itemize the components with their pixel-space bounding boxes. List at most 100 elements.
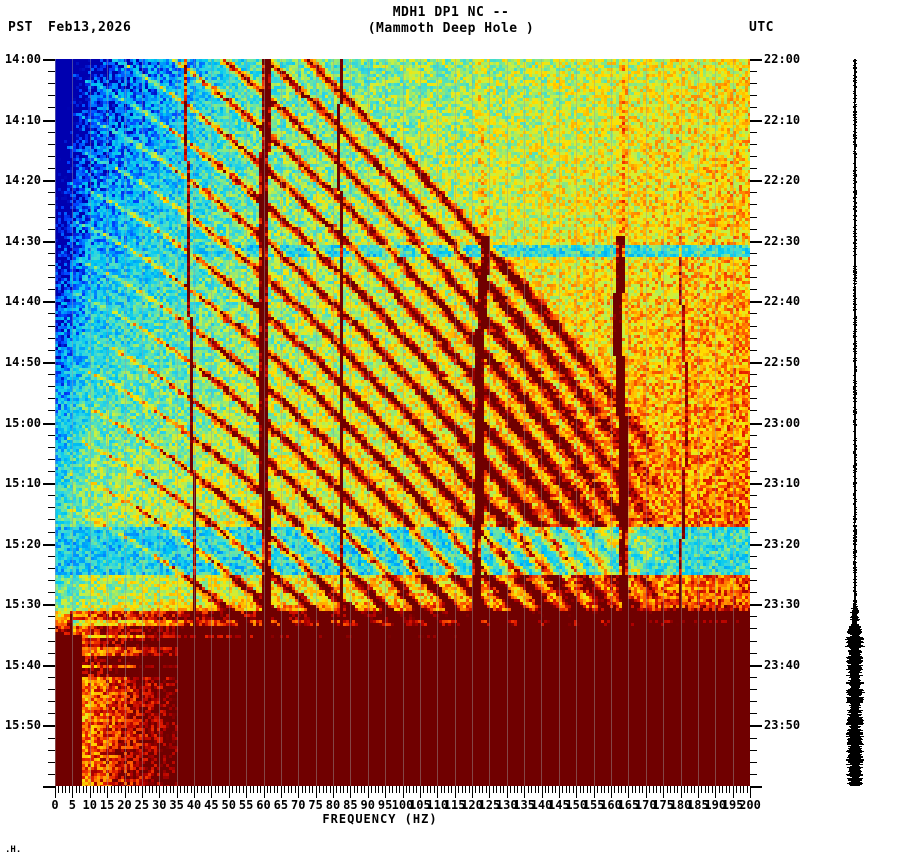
freq-tick-minor [134,786,136,793]
time-tick-minor [750,83,757,85]
time-tick-minor [750,264,757,266]
freq-tick-minor [121,786,123,793]
time-tick-minor [48,155,55,157]
freq-tick-minor [329,786,331,793]
freq-tick-major [750,786,751,798]
frequency-axis-ticks [55,786,751,798]
freq-tick-minor [513,786,515,793]
freq-tick-major [315,786,317,798]
freq-tick-minor [180,786,182,793]
spectrogram-canvas [55,59,750,786]
freq-label: 20 [117,798,132,812]
freq-tick-minor [148,786,150,793]
time-tick-minor [750,277,757,279]
time-tick-minor [48,592,55,594]
freq-tick-minor [256,786,258,793]
time-tick-major [43,180,55,183]
freq-label: 105 [409,798,431,812]
freq-tick-major [715,786,717,798]
time-tick-minor [750,507,757,509]
time-tick-minor [750,386,757,388]
freq-tick-minor [531,786,533,793]
freq-tick-major [732,786,734,798]
freq-tick-minor [197,786,199,793]
time-tick-minor [48,616,55,618]
freq-tick-major [89,786,91,798]
freq-tick-minor [451,786,453,793]
time-tick-major [43,422,55,425]
freq-tick-minor [301,786,303,793]
freq-label: 195 [721,798,744,812]
freq-tick-minor [423,786,425,793]
freq-tick-minor [169,786,171,793]
freq-tick-minor [214,786,216,793]
freq-label: 150 [565,798,588,812]
time-tick-minor [48,228,55,230]
time-tick-minor [750,567,757,569]
freq-label: 130 [495,798,518,812]
freq-tick-minor [725,786,727,793]
freq-tick-minor [319,786,321,793]
freq-tick-minor [572,786,574,793]
freq-tick-minor [544,786,546,793]
time-tick-minor [48,349,55,351]
freq-tick-minor [399,786,401,793]
freq-tick-minor [409,786,411,793]
freq-tick-minor [200,786,202,793]
station-subtitle: (Mammoth Deep Hole ) [367,21,535,36]
freq-tick-minor [232,786,234,793]
time-tick-minor [750,398,757,400]
freq-tick-minor [607,786,609,793]
time-tick-minor [48,252,55,254]
freq-tick-minor [242,786,244,793]
time-tick-minor [750,143,757,145]
freq-label: 165 [617,798,640,812]
time-label-pst: 15:20 [4,536,41,551]
freq-tick-minor [569,786,571,793]
freq-tick-minor [468,786,470,793]
time-label-utc: 22:20 [764,173,801,188]
freq-tick-minor [152,786,154,793]
time-tick-minor [750,555,757,557]
time-tick-minor [48,313,55,315]
freq-tick-minor [294,786,296,793]
freq-tick-minor [166,786,168,793]
time-tick-minor [48,773,55,775]
freq-tick-minor [378,786,380,793]
freq-label: 175 [652,798,674,812]
spectrogram-plot[interactable] [55,59,750,786]
freq-tick-minor [534,786,536,793]
time-tick-minor [750,737,757,739]
time-tick-minor [48,640,55,642]
time-tick-major [43,59,55,61]
freq-label: 100 [391,798,414,812]
freq-tick-minor [61,786,63,793]
freq-tick-minor [364,786,366,793]
time-label-utc: 23:40 [764,657,801,672]
freq-tick-minor [426,786,428,793]
time-tick-minor [48,216,55,218]
seismogram-trace [832,59,878,786]
freq-tick-major [593,786,595,798]
freq-label: 135 [513,798,535,812]
seismogram-canvas [832,59,878,786]
time-tick-minor [750,446,757,448]
freq-tick-minor [357,786,359,793]
date-label: Feb13,2026 [48,20,132,35]
time-tick-minor [750,495,757,497]
time-tick-minor [48,71,55,73]
time-tick-minor [750,470,757,472]
freq-label: 140 [530,798,553,812]
freq-tick-minor [604,786,606,793]
freq-tick-minor [100,786,102,793]
freq-tick-major [55,786,56,798]
time-tick-minor [48,749,55,751]
freq-tick-major [558,786,560,798]
freq-tick-major [72,786,74,798]
freq-tick-minor [277,786,279,793]
time-tick-minor [48,507,55,509]
freq-label: 15 [99,798,115,812]
time-tick-minor [48,555,55,557]
freq-label: 95 [377,798,393,812]
time-tick-major [750,604,762,607]
